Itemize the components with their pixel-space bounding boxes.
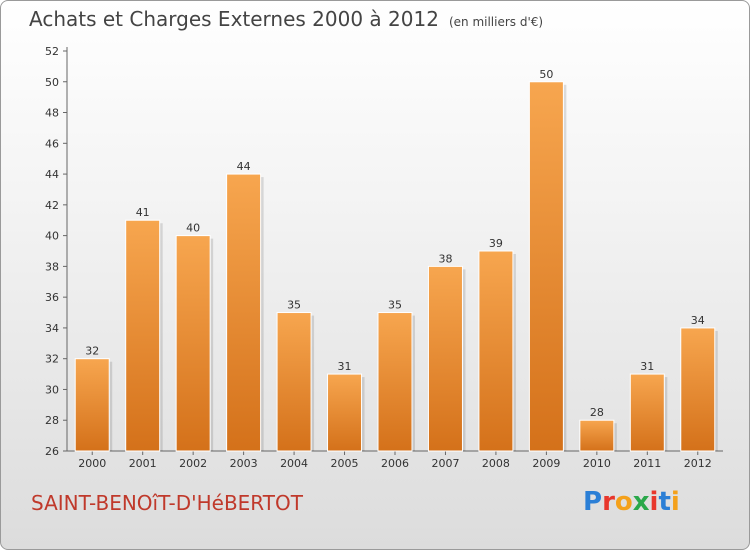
y-tick-label: 44 xyxy=(45,168,59,181)
x-tick-label: 2011 xyxy=(633,457,661,470)
bar-value-label: 39 xyxy=(489,237,503,250)
bar xyxy=(629,373,665,452)
bar xyxy=(125,219,161,452)
y-tick-label: 40 xyxy=(45,230,59,243)
bar xyxy=(327,373,363,452)
y-tick-label: 32 xyxy=(45,353,59,366)
x-tick-label: 2005 xyxy=(331,457,359,470)
y-axis: 26 28 30 32 34 36 38 40 42 44 46 48 50 52 xyxy=(45,45,68,458)
x-tick-label: 2001 xyxy=(129,457,157,470)
x-tick-label: 2003 xyxy=(230,457,258,470)
bar-value-label: 35 xyxy=(287,299,301,312)
logo-letter: o xyxy=(614,487,633,517)
logo-letter: t xyxy=(658,487,671,517)
bar xyxy=(579,419,615,452)
y-tick-label: 30 xyxy=(45,383,59,396)
x-tick-label: 2008 xyxy=(482,457,510,470)
x-tick-label: 2000 xyxy=(78,457,106,470)
commune-name: SAINT-BENOîT-D'HéBERTOT xyxy=(31,491,303,515)
bar xyxy=(226,173,262,452)
bar-value-label: 28 xyxy=(590,406,604,419)
bar xyxy=(276,312,312,452)
logo-letter: i xyxy=(670,487,680,517)
x-tick-label: 2010 xyxy=(583,457,611,470)
bar-value-label: 31 xyxy=(640,360,654,373)
chart-title: Achats et Charges Externes 2000 à 2012 (e… xyxy=(29,7,543,31)
bar-value-label: 50 xyxy=(539,68,553,81)
x-tick-label: 2012 xyxy=(684,457,712,470)
bar xyxy=(74,358,110,452)
x-tick-label: 2002 xyxy=(179,457,207,470)
bar-value-label: 34 xyxy=(691,314,705,327)
logo-letter: P xyxy=(583,487,603,517)
y-tick-label: 36 xyxy=(45,291,59,304)
y-tick-label: 28 xyxy=(45,414,59,427)
x-tick-label: 2004 xyxy=(280,457,308,470)
bar-value-label: 35 xyxy=(388,299,402,312)
bar xyxy=(528,81,564,452)
y-tick-label: 46 xyxy=(45,137,59,150)
proxiti-logo[interactable]: Proxiti xyxy=(583,487,680,517)
logo-letter: r xyxy=(602,487,615,517)
y-tick-label: 26 xyxy=(45,445,59,458)
bar xyxy=(175,235,211,452)
y-tick-label: 48 xyxy=(45,107,59,120)
y-tick-label: 52 xyxy=(45,45,59,58)
chart-unit: (en milliers d'€) xyxy=(448,15,544,29)
logo-letter: x xyxy=(632,487,650,517)
bar-value-label: 41 xyxy=(136,206,150,219)
y-tick-label: 50 xyxy=(45,76,59,89)
bar-value-label: 31 xyxy=(338,360,352,373)
value-labels: 32 41 40 44 35 31 35 38 39 50 28 31 34 xyxy=(85,68,705,419)
x-tick-label: 2009 xyxy=(532,457,560,470)
x-tick-label: 2006 xyxy=(381,457,409,470)
bar xyxy=(478,250,514,452)
y-tick-label: 42 xyxy=(45,199,59,212)
x-axis: 2000 2001 2002 2003 2004 2005 2006 2007 2008 2009… xyxy=(67,450,723,470)
bar xyxy=(377,312,413,452)
bar-value-label: 32 xyxy=(85,345,99,358)
x-tick-label: 2007 xyxy=(431,457,459,470)
y-tick-label: 34 xyxy=(45,322,59,335)
bar xyxy=(680,327,716,452)
bar-value-label: 38 xyxy=(438,252,452,265)
bars xyxy=(74,81,718,452)
bar-value-label: 40 xyxy=(186,222,200,235)
chart-title-text: Achats et Charges Externes 2000 à 2012 xyxy=(29,7,439,31)
bar-value-label: 44 xyxy=(237,160,251,173)
y-tick-label: 38 xyxy=(45,260,59,273)
logo-letter: i xyxy=(649,487,659,517)
bar xyxy=(427,265,463,452)
